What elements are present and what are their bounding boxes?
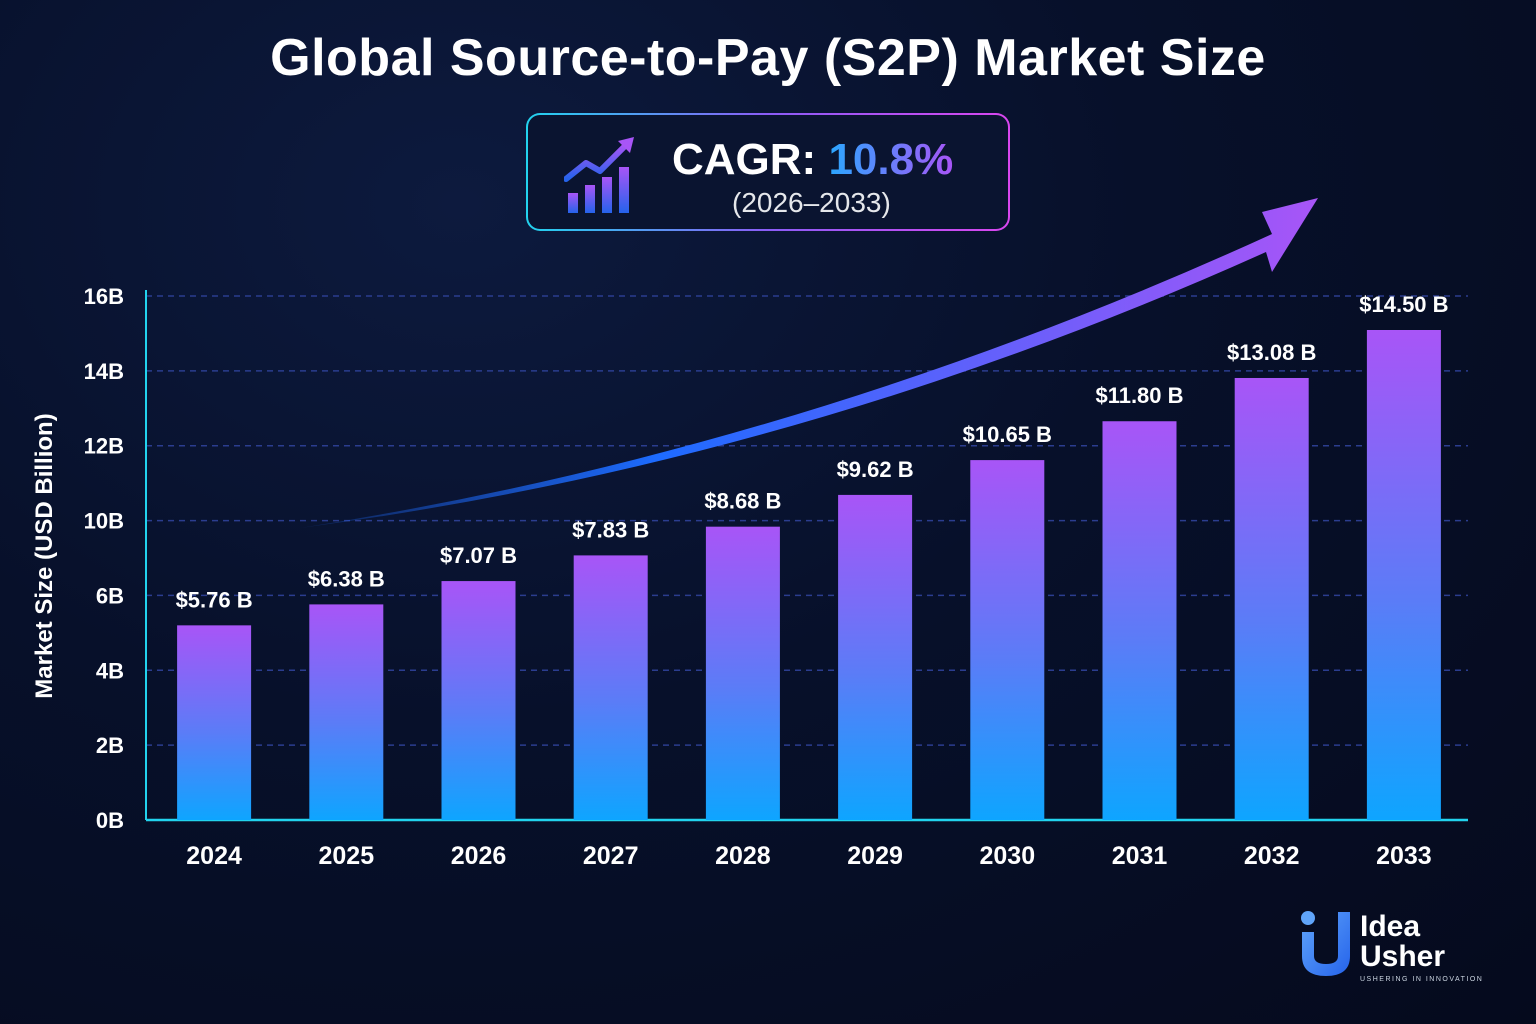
x-tick-label: 2026 xyxy=(451,842,507,870)
data-label: $6.38 B xyxy=(308,566,385,591)
bar-2032 xyxy=(1234,377,1309,820)
bar-2024 xyxy=(177,625,252,820)
y-tick-label: 6B xyxy=(96,583,124,608)
x-tick-label: 2031 xyxy=(1112,842,1168,870)
x-tick-label: 2024 xyxy=(186,842,242,870)
data-label: $11.80 B xyxy=(1095,383,1183,408)
bar-2027 xyxy=(573,555,648,820)
bar-2030 xyxy=(970,460,1045,820)
x-tick-label: 2032 xyxy=(1244,842,1300,870)
data-label: $10.65 B xyxy=(963,422,1052,447)
growth-chart-icon xyxy=(564,137,634,213)
y-tick-label: 0B xyxy=(96,808,124,833)
y-tick-label: 10B xyxy=(84,509,124,534)
logo-mark-icon xyxy=(1301,911,1350,976)
y-axis-label: Market Size (USD Billion) xyxy=(31,413,58,698)
data-label: $9.62 B xyxy=(837,457,914,482)
x-tick-label: 2033 xyxy=(1376,842,1432,870)
y-tick-label: 4B xyxy=(96,658,124,683)
bar-2028 xyxy=(705,526,780,820)
x-tick-label: 2025 xyxy=(318,842,374,870)
x-tick-label: 2030 xyxy=(979,842,1035,870)
bar-2029 xyxy=(838,494,913,820)
idea-usher-logo: Idea Usher USHERING IN INNOVATION xyxy=(1296,906,1496,986)
cagr-heading: CAGR: 10.8% xyxy=(672,135,953,185)
data-label: $13.08 B xyxy=(1227,340,1316,365)
y-tick-label: 16B xyxy=(84,284,124,309)
x-tick-label: 2028 xyxy=(715,842,771,870)
cagr-value: 10.8% xyxy=(828,135,954,184)
logo-tagline: USHERING IN INNOVATION xyxy=(1360,976,1484,983)
y-tick-label: 14B xyxy=(84,359,124,384)
x-tick-label: 2027 xyxy=(583,842,639,870)
x-tick-label: 2029 xyxy=(847,842,903,870)
logo-text-idea: Idea xyxy=(1360,910,1421,943)
data-label: $7.07 B xyxy=(440,543,517,568)
y-tick-label: 12B xyxy=(84,434,124,459)
bar-2025 xyxy=(309,604,384,820)
bar-2026 xyxy=(441,581,516,820)
chart-title: Global Source-to-Pay (S2P) Market Size xyxy=(270,29,1266,87)
cagr-period: (2026–2033) xyxy=(732,187,891,218)
y-tick-label: 2B xyxy=(96,733,124,758)
logo-text-usher: Usher xyxy=(1360,940,1446,973)
bar-2033 xyxy=(1366,330,1441,820)
data-label: $7.83 B xyxy=(572,517,649,542)
cagr-label: CAGR: xyxy=(672,135,817,184)
data-label: $5.76 B xyxy=(176,587,253,612)
bar-2031 xyxy=(1102,421,1177,820)
data-label: $14.50 B xyxy=(1359,292,1448,317)
data-label: $8.68 B xyxy=(704,489,781,514)
cagr-box: CAGR: 10.8% (2026–2033) xyxy=(526,113,1010,231)
